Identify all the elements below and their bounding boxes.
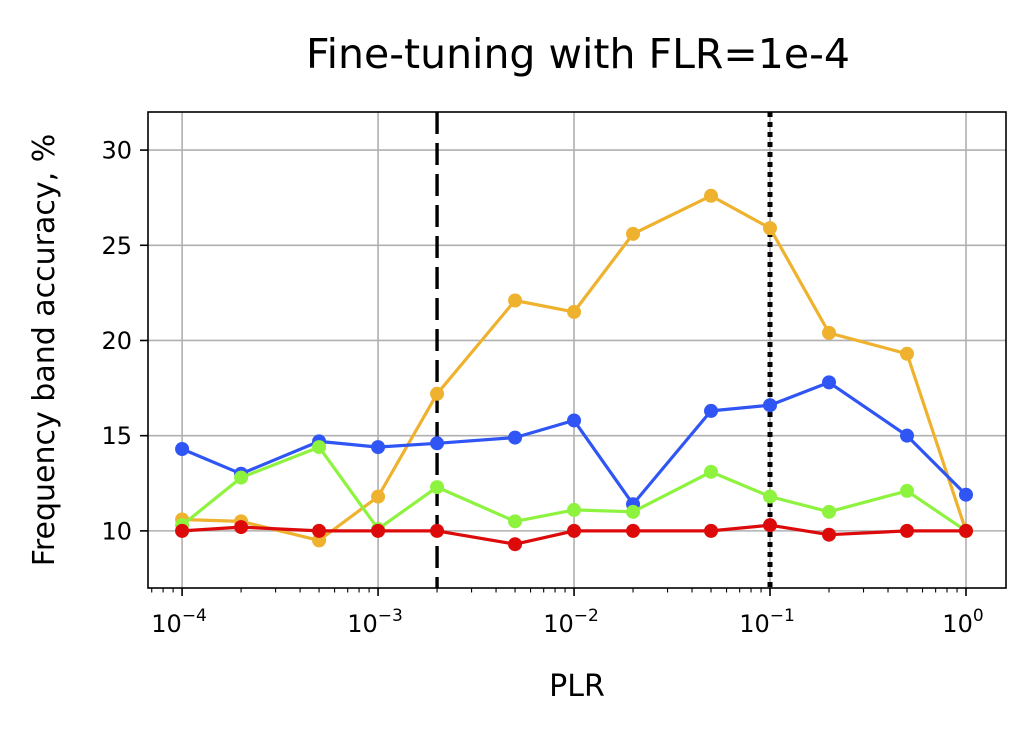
data-point <box>958 487 973 502</box>
x-tick-label: 10−2 <box>543 606 599 638</box>
plot-frame <box>147 111 1007 589</box>
data-point <box>704 188 719 203</box>
series-4 <box>175 518 973 552</box>
data-point <box>567 413 582 428</box>
data-point <box>822 527 837 542</box>
data-point <box>822 375 837 390</box>
data-point <box>763 398 778 413</box>
data-point <box>567 523 582 538</box>
data-point <box>900 346 915 361</box>
data-point <box>430 480 445 495</box>
series-group <box>175 188 973 552</box>
data-point <box>626 523 641 538</box>
data-point <box>430 386 445 401</box>
data-point <box>312 440 327 455</box>
x-tick-label: 10−3 <box>347 606 403 638</box>
data-point <box>763 518 778 533</box>
y-axis-label: Frequency band accuracy, % <box>27 134 62 566</box>
data-point <box>822 504 837 519</box>
data-point <box>508 430 523 445</box>
data-point <box>900 523 915 538</box>
data-point <box>626 504 641 519</box>
data-point <box>704 464 719 479</box>
data-point <box>508 537 523 552</box>
data-point <box>175 523 190 538</box>
x-tick-label: 10−1 <box>739 606 795 638</box>
data-point <box>234 470 249 485</box>
data-point <box>822 325 837 340</box>
data-point <box>430 523 445 538</box>
data-point <box>371 440 386 455</box>
data-point <box>567 304 582 319</box>
data-point <box>704 523 719 538</box>
data-point <box>175 442 190 457</box>
y-tick-label: 30 <box>101 137 132 165</box>
data-point <box>900 428 915 443</box>
data-point <box>900 483 915 498</box>
data-point <box>567 502 582 517</box>
data-point <box>234 520 249 535</box>
data-point <box>508 293 523 308</box>
data-point <box>371 489 386 504</box>
y-tick-label: 15 <box>101 422 132 450</box>
data-point <box>508 514 523 529</box>
chart-title: Fine-tuning with FLR=1e-4 <box>306 30 850 78</box>
y-tick-label: 25 <box>101 232 132 260</box>
x-axis-label: PLR <box>549 669 605 704</box>
data-point <box>704 403 719 418</box>
reference-lines <box>435 112 773 588</box>
data-point <box>371 523 386 538</box>
data-point <box>430 436 445 451</box>
x-tick-label: 10−4 <box>151 606 207 638</box>
data-point <box>958 523 973 538</box>
data-point <box>763 489 778 504</box>
data-point <box>626 226 641 241</box>
data-point <box>312 523 327 538</box>
x-tick-label: 100 <box>942 606 983 638</box>
axis-ticks: 10−4 10−3 10−2 10−1 100 10 15 20 25 30 <box>101 137 983 638</box>
data-point <box>763 221 778 236</box>
y-tick-label: 10 <box>101 517 132 545</box>
y-tick-label: 20 <box>101 327 132 355</box>
